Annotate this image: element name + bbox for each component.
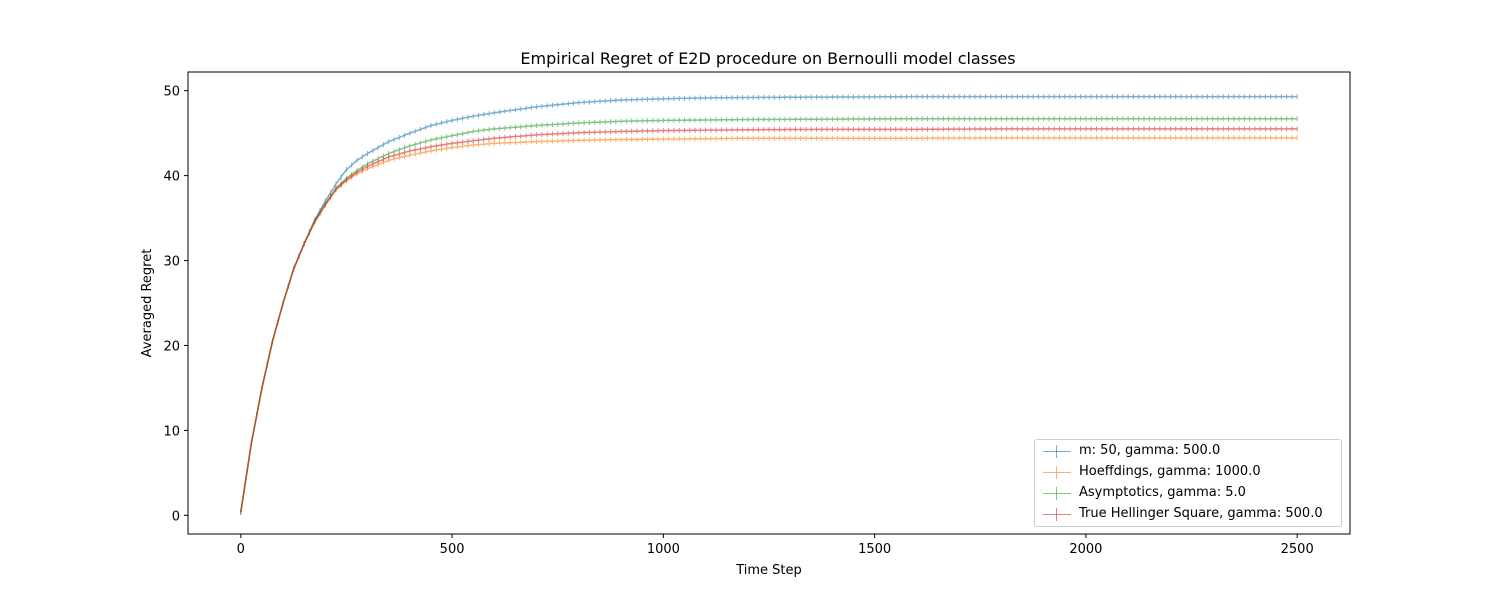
y-tick-label: 20 xyxy=(163,339,180,354)
legend-label: m: 50, gamma: 500.0 xyxy=(1079,443,1221,458)
y-axis-label: Averaged Regret xyxy=(140,249,155,358)
legend-swatch xyxy=(1043,493,1071,494)
legend-item: Asymptotics, gamma: 5.0 xyxy=(1035,483,1341,504)
legend-swatch-errorbar xyxy=(1056,508,1057,521)
x-tick-label: 1500 xyxy=(858,542,891,557)
x-axis: 0 500 1000 1500 2000 2500 xyxy=(237,534,1314,557)
y-tick-label: 30 xyxy=(163,255,180,270)
x-tick-label: 1000 xyxy=(647,542,680,557)
y-axis: 0 10 20 30 40 50 xyxy=(163,85,188,524)
series-layer xyxy=(240,94,1298,515)
legend: m: 50, gamma: 500.0 Hoeffdings, gamma: 1… xyxy=(1034,439,1342,527)
legend-label: True Hellinger Square, gamma: 500.0 xyxy=(1079,506,1323,521)
legend-item: m: 50, gamma: 500.0 xyxy=(1035,441,1341,462)
legend-swatch-errorbar xyxy=(1056,466,1057,479)
y-tick-label: 10 xyxy=(163,424,180,439)
y-tick-label: 40 xyxy=(163,170,180,185)
legend-swatch-errorbar xyxy=(1056,487,1057,500)
x-tick-label: 2000 xyxy=(1069,542,1102,557)
x-tick-label: 0 xyxy=(237,542,245,557)
y-tick-label: 0 xyxy=(172,509,180,524)
plot-frame xyxy=(187,71,1351,535)
legend-swatch-errorbar xyxy=(1056,445,1057,458)
series-0 xyxy=(240,94,1298,515)
legend-swatch xyxy=(1043,472,1071,473)
legend-label: Asymptotics, gamma: 5.0 xyxy=(1079,485,1246,500)
series-line xyxy=(240,117,1298,513)
legend-item: True Hellinger Square, gamma: 500.0 xyxy=(1035,504,1341,525)
plot-area xyxy=(187,71,1351,535)
series-line xyxy=(240,128,1298,513)
y-tick-label: 50 xyxy=(163,85,180,100)
series-line xyxy=(240,137,1298,513)
legend-swatch xyxy=(1043,451,1071,452)
x-axis-label: Time Step xyxy=(735,563,802,578)
chart-title: Empirical Regret of E2D procedure on Ber… xyxy=(520,49,1015,68)
legend-swatch xyxy=(1043,514,1071,515)
legend-label: Hoeffdings, gamma: 1000.0 xyxy=(1079,464,1261,479)
series-line xyxy=(240,95,1298,513)
legend-item: Hoeffdings, gamma: 1000.0 xyxy=(1035,462,1341,483)
series-3 xyxy=(240,126,1298,515)
x-tick-label: 500 xyxy=(440,542,465,557)
x-tick-label: 2500 xyxy=(1281,542,1314,557)
